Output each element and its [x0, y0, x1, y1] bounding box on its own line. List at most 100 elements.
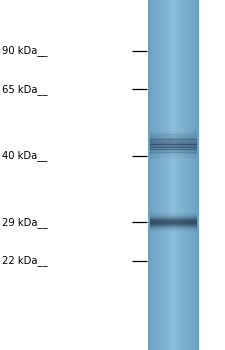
Bar	[150, 138, 197, 139]
Bar	[194, 0, 195, 350]
Bar	[175, 0, 176, 350]
Bar	[150, 157, 197, 158]
Bar	[193, 0, 194, 350]
Bar	[150, 213, 197, 214]
Bar	[184, 0, 185, 350]
Bar	[150, 152, 197, 153]
Bar	[150, 151, 197, 152]
Bar	[151, 0, 153, 350]
Bar	[150, 152, 197, 153]
Bar	[150, 158, 197, 159]
Bar	[150, 219, 197, 220]
Bar	[150, 228, 197, 229]
Bar	[174, 0, 175, 350]
Bar	[187, 0, 188, 350]
Bar	[182, 0, 184, 350]
Bar	[172, 0, 173, 350]
Bar	[172, 0, 173, 350]
Bar	[150, 141, 197, 142]
Bar	[150, 136, 197, 138]
Bar	[150, 228, 197, 229]
Bar	[150, 222, 197, 223]
Bar	[171, 0, 172, 350]
Bar	[150, 153, 197, 154]
Bar	[150, 223, 197, 224]
Bar	[150, 217, 197, 218]
Bar	[192, 0, 193, 350]
Bar	[150, 134, 197, 135]
Bar	[150, 227, 197, 228]
Bar	[150, 156, 197, 157]
Bar	[150, 229, 197, 230]
Bar	[150, 216, 197, 217]
Bar	[152, 0, 153, 350]
Bar	[150, 143, 197, 144]
Bar	[150, 140, 197, 141]
Bar	[150, 230, 197, 231]
Bar	[150, 225, 197, 226]
Bar	[182, 0, 183, 350]
Bar	[170, 0, 171, 350]
Bar	[156, 0, 157, 350]
Bar	[198, 0, 199, 350]
Bar	[159, 0, 160, 350]
Bar	[164, 0, 165, 350]
Bar	[150, 139, 197, 140]
Bar	[150, 214, 197, 215]
Bar	[183, 0, 184, 350]
Bar	[150, 133, 197, 134]
Bar	[150, 144, 197, 145]
Bar	[150, 226, 197, 227]
Text: 40 kDa__: 40 kDa__	[2, 150, 47, 161]
Text: 65 kDa__: 65 kDa__	[2, 84, 48, 95]
Bar	[149, 0, 150, 350]
Bar	[185, 0, 186, 350]
Bar	[150, 130, 197, 131]
Bar	[148, 0, 149, 350]
Bar	[150, 149, 197, 150]
Bar	[178, 0, 179, 350]
Text: 22 kDa__: 22 kDa__	[2, 255, 48, 266]
Bar	[165, 0, 166, 350]
Bar	[150, 154, 197, 155]
Bar	[186, 0, 187, 350]
Bar	[177, 0, 178, 350]
Text: 29 kDa__: 29 kDa__	[2, 217, 48, 228]
Bar	[150, 149, 197, 150]
Bar	[158, 0, 159, 350]
Bar	[150, 154, 197, 155]
Bar	[196, 0, 197, 350]
Bar	[150, 219, 197, 220]
Bar	[150, 221, 197, 222]
Bar	[161, 0, 162, 350]
Bar	[190, 0, 191, 350]
Bar	[162, 0, 163, 350]
Bar	[150, 142, 197, 143]
Bar	[168, 0, 169, 350]
Bar	[150, 229, 197, 230]
Bar	[179, 0, 180, 350]
Bar	[150, 220, 197, 221]
Bar	[163, 0, 164, 350]
Bar	[150, 134, 197, 135]
Bar	[150, 155, 197, 156]
Bar	[150, 131, 197, 132]
Bar	[157, 0, 158, 350]
Bar	[150, 137, 197, 138]
Bar	[150, 215, 197, 216]
Bar	[191, 0, 192, 350]
Bar	[188, 0, 189, 350]
Text: 90 kDa__: 90 kDa__	[2, 45, 48, 56]
Bar	[167, 0, 169, 350]
Bar	[150, 212, 197, 213]
Bar	[150, 147, 197, 148]
Bar	[151, 0, 152, 350]
Bar	[156, 0, 158, 350]
Bar	[150, 135, 197, 136]
Bar	[150, 231, 197, 232]
Bar	[195, 0, 196, 350]
Bar	[150, 132, 197, 133]
Bar	[197, 0, 198, 350]
Bar	[150, 145, 197, 146]
Bar	[166, 0, 167, 350]
